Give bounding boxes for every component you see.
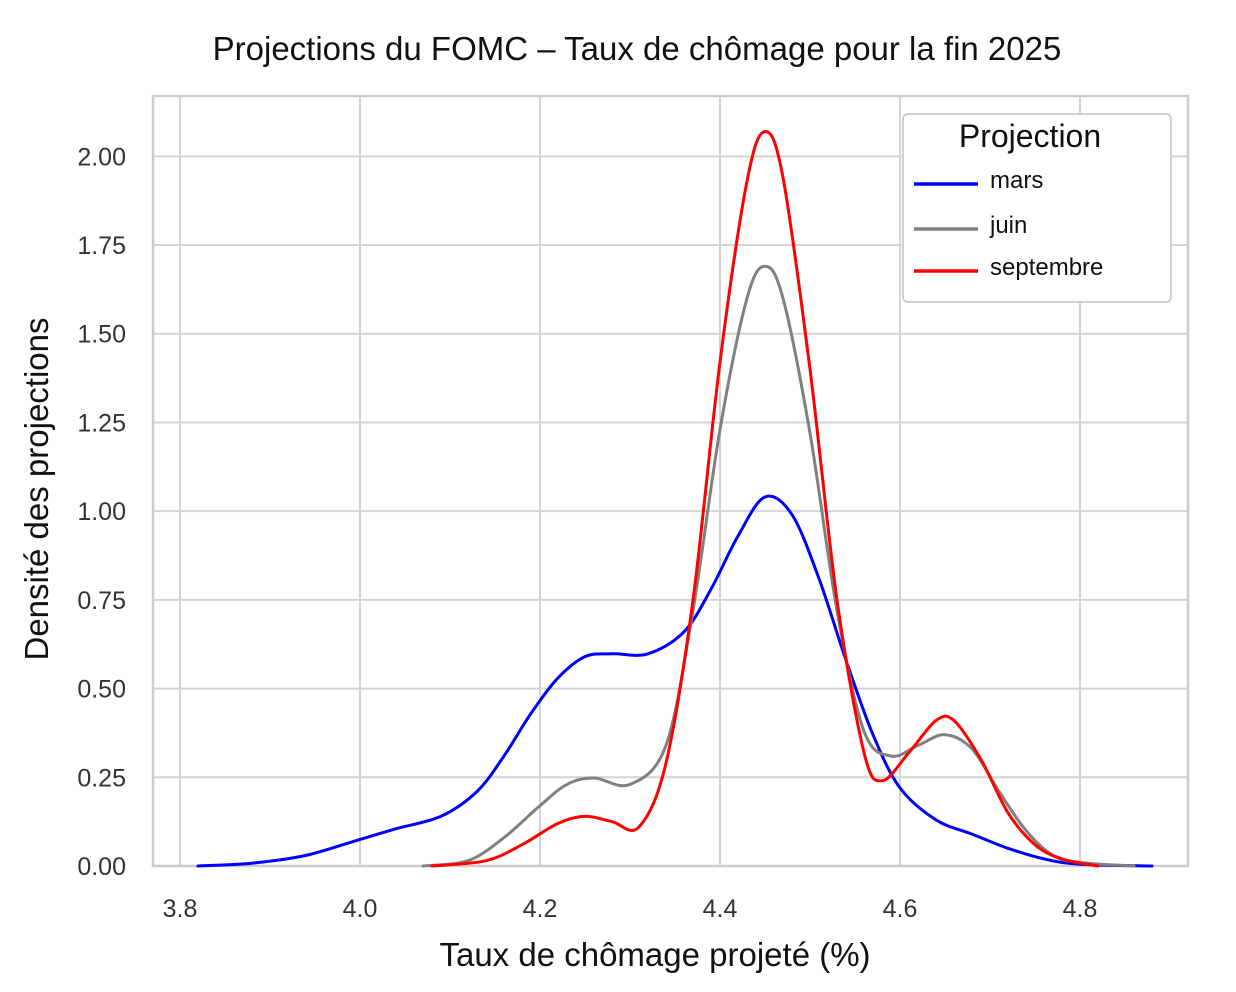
y-tick-label: 0.25 [77,764,126,792]
y-axis-label: Densité des projections [18,317,55,660]
y-tick-label: 1.25 [77,409,126,437]
series-line-mars [196,494,1154,868]
y-tick-label: 1.50 [77,321,126,349]
y-tick-label: 0.50 [77,676,126,704]
legend-label-mars: mars [990,167,1043,194]
legend-title: Projection [959,118,1101,154]
plot-frame [151,94,1190,868]
y-tick-label: 0.75 [77,587,126,615]
legend-label-septembre: septembre [990,254,1103,281]
x-tick-label: 3.8 [163,895,198,923]
series-lines [196,130,1154,868]
x-axis-label: Taux de chômage projeté (%) [439,936,870,973]
x-tick-label: 4.4 [703,895,738,923]
y-tick-label: 0.00 [77,853,126,881]
x-tick-label: 4.8 [1063,895,1098,923]
chart-title: Projections du FOMC – Taux de chômage po… [213,30,1062,67]
legend-box [902,113,1172,303]
y-tick-label: 1.00 [77,498,126,526]
legend-label-juin: juin [989,212,1027,239]
legend: Projection mars juin septembre [902,113,1172,303]
x-tick-label: 4.6 [883,895,918,923]
series-line-septembre [430,130,1100,868]
legend-items: mars juin septembre [914,167,1103,281]
grid [153,96,1188,867]
x-tick-label: 4.2 [523,895,558,923]
y-tick-label: 1.75 [77,232,126,260]
x-tick-label: 4.0 [343,895,378,923]
y-tick-label: 2.00 [77,143,126,171]
ticks: 3.8 4.0 4.2 4.4 4.6 4.8 0.00 0.25 0.50 0.75 1.00 1.… [77,143,1097,923]
